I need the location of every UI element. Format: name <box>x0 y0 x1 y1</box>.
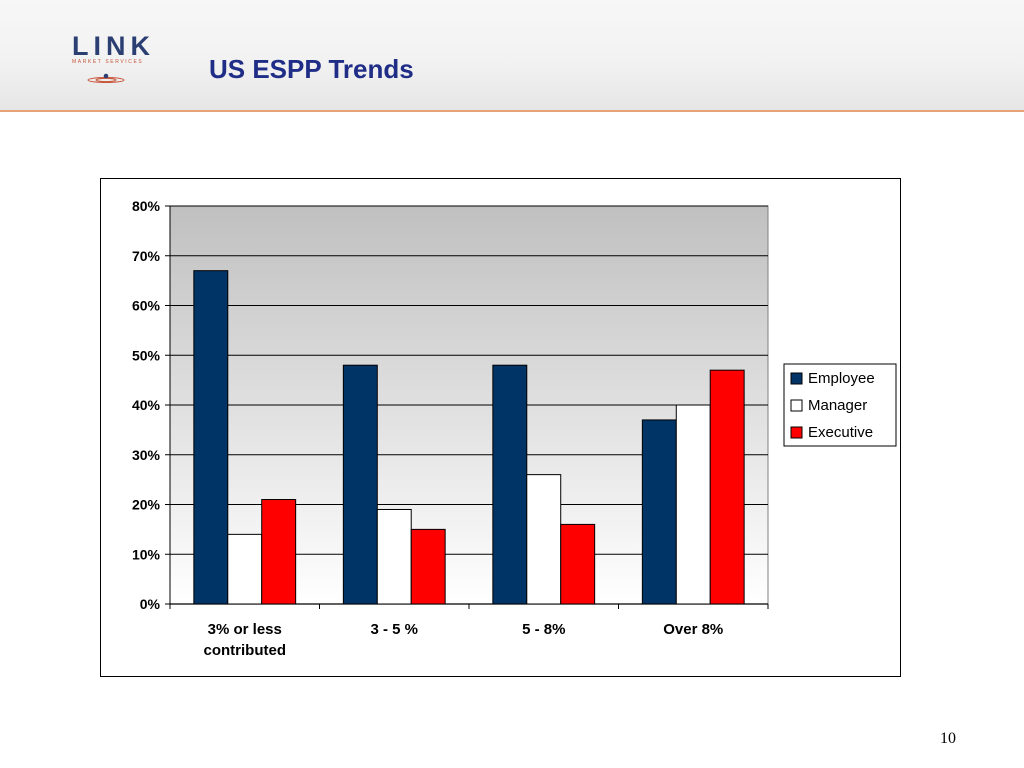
bar-executive <box>410 528 446 605</box>
x-category-label: 5 - 8% <box>522 621 565 638</box>
bar-employee <box>342 364 378 605</box>
link-logo: LINK MARKET SERVICES <box>66 32 166 86</box>
legend-label: Executive <box>808 424 873 441</box>
bar-manager <box>376 508 412 605</box>
legend-swatch <box>790 372 803 385</box>
legend-swatch <box>790 426 803 439</box>
y-tick-label: 0% <box>140 596 161 612</box>
slide-title: US ESPP Trends <box>209 54 414 84</box>
legend-label: Employee <box>808 370 875 387</box>
y-tick-label: 50% <box>132 347 161 363</box>
header-rule <box>0 110 1024 112</box>
x-category-label: 3 - 5 % <box>370 621 418 638</box>
logo-word: LINK <box>72 31 155 61</box>
logo-subtitle: MARKET SERVICES <box>72 59 144 65</box>
bar-employee <box>641 419 677 605</box>
y-tick-label: 60% <box>132 298 161 314</box>
bar-employee <box>492 364 528 605</box>
bar-employee <box>193 270 229 605</box>
page-number: 10 <box>940 730 956 747</box>
y-tick-label: 10% <box>132 546 161 562</box>
y-tick-label: 20% <box>132 497 161 513</box>
bar-executive <box>560 523 596 605</box>
logo-ripple-icon <box>87 73 125 83</box>
bar-chart: 0% 10% 20% 30% 40% 50% 60% 70% 80% 3% or less con… <box>132 198 897 659</box>
legend-label: Manager <box>808 397 867 414</box>
bar-executive <box>261 499 297 605</box>
legend-box <box>783 363 897 447</box>
bar-manager <box>675 404 711 605</box>
x-category-label: Over 8% <box>663 621 723 638</box>
y-tick-label: 40% <box>132 397 161 413</box>
bar-manager <box>526 474 562 605</box>
y-tick-label: 30% <box>132 447 161 463</box>
legend-swatch <box>790 399 803 412</box>
bar-executive <box>709 369 745 605</box>
x-category-label: 3% or less contributed <box>204 621 287 659</box>
y-tick-label: 70% <box>132 248 161 264</box>
bar-manager <box>227 533 263 605</box>
y-tick-label: 80% <box>132 198 161 214</box>
slide-header <box>0 0 1024 110</box>
